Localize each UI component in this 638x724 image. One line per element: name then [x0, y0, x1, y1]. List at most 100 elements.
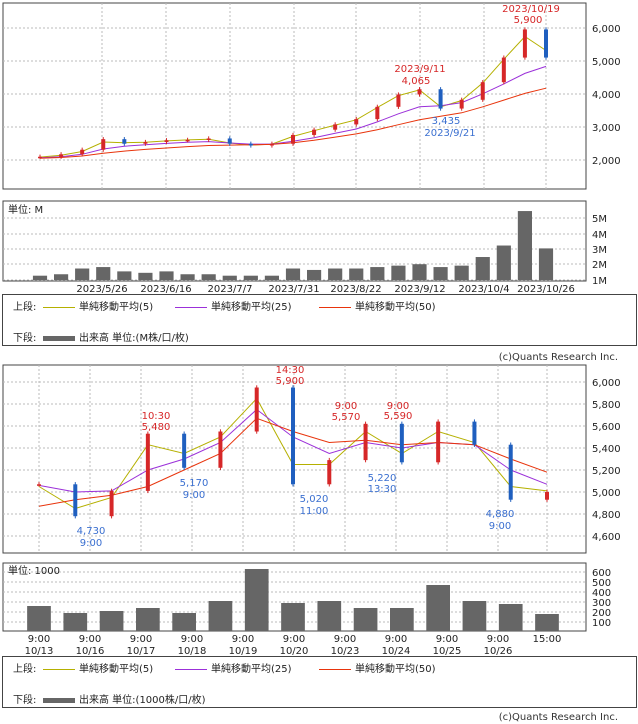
annot-high-date: 2023/10/19 [502, 4, 560, 15]
top-candle [269, 143, 274, 146]
bottom-day-tick: 10/16 [76, 646, 105, 656]
bottom-volume-bar [317, 601, 342, 631]
top-legend-volume: 出来高 単位:(M株/口/枚) [43, 329, 189, 344]
top-candle [438, 89, 443, 109]
annot-b1-value: 4,730 [77, 526, 106, 537]
top-volume-bar [517, 211, 533, 280]
annot-a4-value: 5,590 [384, 411, 413, 422]
top-candle [248, 143, 253, 146]
bottom-day-tick: 10/24 [382, 646, 411, 656]
top-candle [80, 149, 85, 155]
top-volume-bar [496, 245, 511, 280]
bottom-time-tick: 9:00 [487, 634, 509, 645]
top-legend: 上段: 単純移動平均(5) 単純移動平均(25) 単純移動平均(50) 下段: … [2, 294, 637, 346]
top-candle [480, 82, 485, 100]
bottom-candle [73, 484, 78, 517]
bottom-day-tick: 10/25 [433, 646, 462, 656]
bottom-volume-bar [99, 611, 124, 631]
top-volume-tick: 2M [592, 260, 607, 271]
bottom-price-tick: 5,600 [592, 422, 621, 433]
bottom-annotations: 10:30 5,480 14:30 5,900 9:00 5,570 9:00 … [77, 365, 515, 549]
bottom-candle [545, 492, 549, 500]
top-volume-bar [285, 268, 301, 280]
credit-bottom: (c)Quants Research Inc. [498, 712, 618, 723]
bottom-candle [291, 387, 295, 485]
annot-a1-value: 5,480 [142, 422, 171, 433]
top-volume-tick: 3M [592, 245, 607, 256]
top-candle [291, 134, 295, 144]
annot-a1-time: 10:30 [142, 411, 171, 422]
top-candle [38, 156, 42, 159]
top-candle [544, 29, 548, 58]
top-volume-unit: 単位: M [8, 203, 43, 216]
bottom-legend-ma5: 単純移動平均(5) [43, 660, 153, 675]
bottom-day-tick: 10/19 [229, 646, 258, 656]
annot-a4-time: 9:00 [387, 401, 409, 412]
annot-a2-time: 14:30 [276, 365, 305, 376]
top-volume-bar [96, 267, 111, 280]
top-volume-chart: 単位: M 5M 4M 3M 2M 1M 2023/5/26 2023/6/16… [2, 200, 607, 295]
top-volume-bar [75, 268, 90, 280]
bottom-day-tick: 10/17 [127, 646, 156, 656]
bottom-candle [218, 431, 223, 468]
top-volume-bar [222, 275, 237, 280]
top-candle [185, 139, 190, 142]
top-candle [501, 57, 506, 83]
bottom-legend-ma25: 単純移動平均(25) [175, 660, 292, 675]
bottom-volume-bar [390, 608, 414, 631]
bottom-time-axis: 9:00 9:00 9:00 9:00 9:00 9:00 9:00 9:00 … [25, 634, 562, 656]
top-candle [164, 140, 169, 142]
top-date-tick: 2023/8/22 [330, 284, 381, 295]
top-volume-bar [53, 274, 69, 280]
top-volume-axis: 5M 4M 3M 2M 1M [592, 214, 607, 287]
bottom-day-tick: 10/23 [331, 646, 360, 656]
bottom-volume-bar [353, 608, 378, 631]
bottom-volume-tick: 200 [592, 608, 611, 619]
bottom-volume-bar [172, 613, 196, 631]
bottom-price-tick: 6,000 [592, 378, 621, 389]
bottom-legend: 上段: 単純移動平均(5) 単純移動平均(25) 単純移動平均(50) 下段: … [2, 656, 637, 708]
bottom-candle [254, 387, 259, 432]
bottom-price-tick: 5,000 [592, 488, 621, 499]
annot-b5-value: 4,880 [486, 509, 515, 520]
top-volume-bar [201, 274, 216, 280]
top-volume-bar [391, 265, 406, 280]
bottom-volume-tick: 100 [592, 618, 611, 629]
top-volume-tick: 5M [592, 214, 607, 225]
bottom-time-tick: 9:00 [232, 634, 254, 645]
top-candle [354, 119, 359, 125]
top-volume-bar [117, 271, 132, 280]
top-candle [101, 139, 106, 150]
bottom-day-tick: 10/20 [280, 646, 309, 656]
bottom-price-tick: 5,400 [592, 444, 621, 455]
bottom-time-tick: 15:00 [533, 634, 562, 645]
bottom-time-tick: 9:00 [385, 634, 407, 645]
bottom-price-chart: 6,000 5,800 5,600 5,400 5,200 5,000 4,80… [2, 364, 621, 554]
top-date-tick: 2023/7/31 [268, 284, 319, 295]
top-volume-bar [433, 267, 448, 280]
top-price-tick: 6,000 [592, 24, 621, 35]
top-candle [396, 94, 401, 107]
top-date-tick: 2023/5/26 [76, 284, 127, 295]
bottom-candle [327, 460, 332, 485]
bottom-volume-bar [244, 569, 269, 631]
bottom-candle [182, 433, 187, 468]
top-candle [206, 138, 211, 140]
top-volume-bars [32, 211, 554, 280]
top-candles [38, 27, 548, 159]
bottom-volume-bar [535, 614, 559, 631]
annot-a3-value: 5,570 [332, 412, 361, 423]
bottom-volume-tick: 300 [592, 598, 611, 609]
bottom-time-tick: 9:00 [130, 634, 152, 645]
bottom-time-tick: 9:00 [79, 634, 101, 645]
top-volume-bar [264, 275, 280, 280]
top-legend-upper-label: 上段: [13, 302, 37, 313]
annot-b3-time: 11:00 [300, 506, 329, 517]
bottom-legend-lower-label: 下段: [13, 695, 37, 706]
top-candle [417, 89, 422, 95]
bottom-price-axis: 6,000 5,800 5,600 5,400 5,200 5,000 4,80… [592, 378, 621, 543]
top-candle [333, 124, 338, 130]
top-candle [375, 106, 380, 120]
bottom-candles [37, 385, 549, 519]
top-price-chart: 6,000 5,000 4,000 3,000 2,000 2023/10/19… [2, 2, 621, 190]
